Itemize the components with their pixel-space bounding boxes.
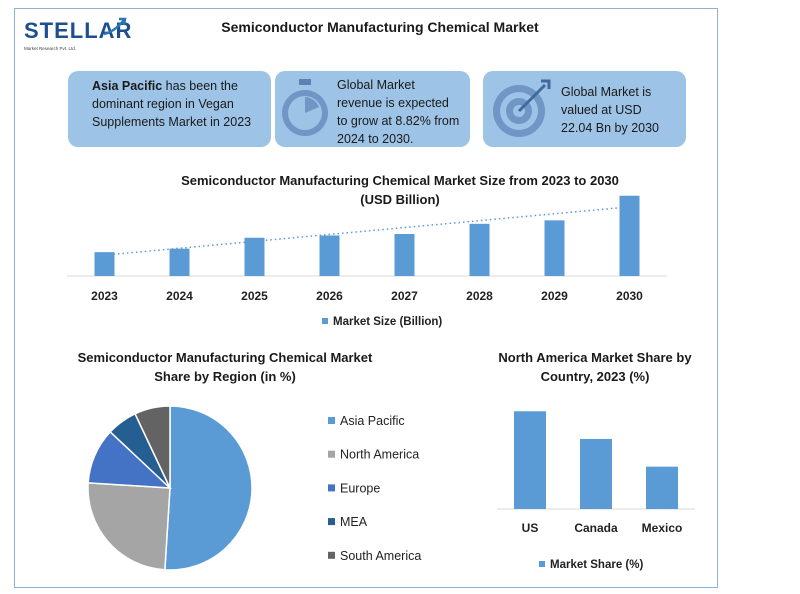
card-text: has been the dominant region in Vegan Su… — [92, 79, 252, 129]
pie-slice-south-america — [134, 405, 171, 489]
bar-us — [514, 411, 546, 509]
pie-slice-north-america — [87, 482, 171, 571]
info-card-region: Asia Pacific has been the dominant regio… — [68, 71, 271, 147]
x-tick-label: 2028 — [466, 289, 493, 303]
chart-subtitle-text: (USD Billion) — [360, 192, 440, 207]
x-tick-label: 2024 — [166, 289, 193, 303]
x-tick-label: 2029 — [541, 289, 568, 303]
swoosh-arrow-icon — [103, 17, 127, 36]
bar-2029 — [544, 220, 565, 276]
chart-title-text: Semiconductor Manufacturing Chemical Mar… — [181, 173, 619, 188]
bar-canada — [580, 438, 612, 509]
card-text: Global Market is valued at USD 22.04 Bn … — [561, 85, 659, 135]
x-tick-label: 2030 — [616, 289, 643, 303]
bar-2023 — [94, 252, 115, 276]
x-tick-label: 2025 — [241, 289, 268, 303]
legend-label: MEA — [340, 515, 368, 529]
legend-label: Market Share (%) — [550, 559, 643, 571]
legend-swatch — [328, 484, 335, 492]
region-share-chart-title: Semiconductor Manufacturing Chemical Mar… — [77, 350, 373, 384]
bar-2028 — [469, 223, 490, 276]
legend-swatch — [539, 561, 545, 567]
bar-mexico — [646, 466, 678, 509]
na-share-chart-title: North America Market Share by Country, 2… — [498, 350, 692, 384]
legend-label: Europe — [340, 481, 380, 495]
x-tick-label: Mexico — [642, 521, 683, 535]
page-title: Semiconductor Manufacturing Chemical Mar… — [221, 19, 539, 35]
legend-label: Asia Pacific — [340, 414, 405, 428]
x-tick-label: US — [522, 521, 539, 535]
legend-swatch — [328, 450, 335, 458]
market-size-chart-title: Semiconductor Manufacturing Chemical Mar… — [140, 171, 660, 209]
legend-swatch — [322, 318, 328, 324]
bar-2026 — [319, 235, 340, 276]
bar-2027 — [394, 234, 415, 276]
bar-2024 — [169, 248, 190, 276]
logo-tagline: Market Research Pvt. Ltd. — [24, 46, 77, 51]
x-tick-label: Canada — [574, 521, 618, 535]
legend-label: South America — [340, 549, 421, 563]
legend-label: Market Size (Billion) — [333, 316, 442, 328]
pie-slice-asia-pacific — [164, 405, 253, 571]
card-text: Global Market revenue is expected to gro… — [337, 78, 460, 146]
legend-swatch — [328, 518, 335, 526]
x-tick-label: 2027 — [391, 289, 418, 303]
legend-swatch — [328, 551, 335, 559]
legend-swatch — [328, 417, 335, 424]
stopwatch-icon — [282, 79, 328, 136]
x-tick-label: 2026 — [316, 289, 343, 303]
bar-2030 — [619, 195, 640, 276]
legend-label: North America — [340, 448, 419, 462]
x-tick-label: 2023 — [91, 289, 118, 303]
target-icon — [493, 79, 551, 137]
info-card-growth: Global Market revenue is expected to gro… — [275, 71, 470, 147]
stellar-logo: STELLAR Market Research Pvt. Ltd. — [22, 12, 132, 60]
card-bold-text: Asia Pacific — [92, 79, 163, 93]
bar-2025 — [244, 237, 265, 276]
info-card-valuation: Global Market is valued at USD 22.04 Bn … — [483, 71, 686, 147]
